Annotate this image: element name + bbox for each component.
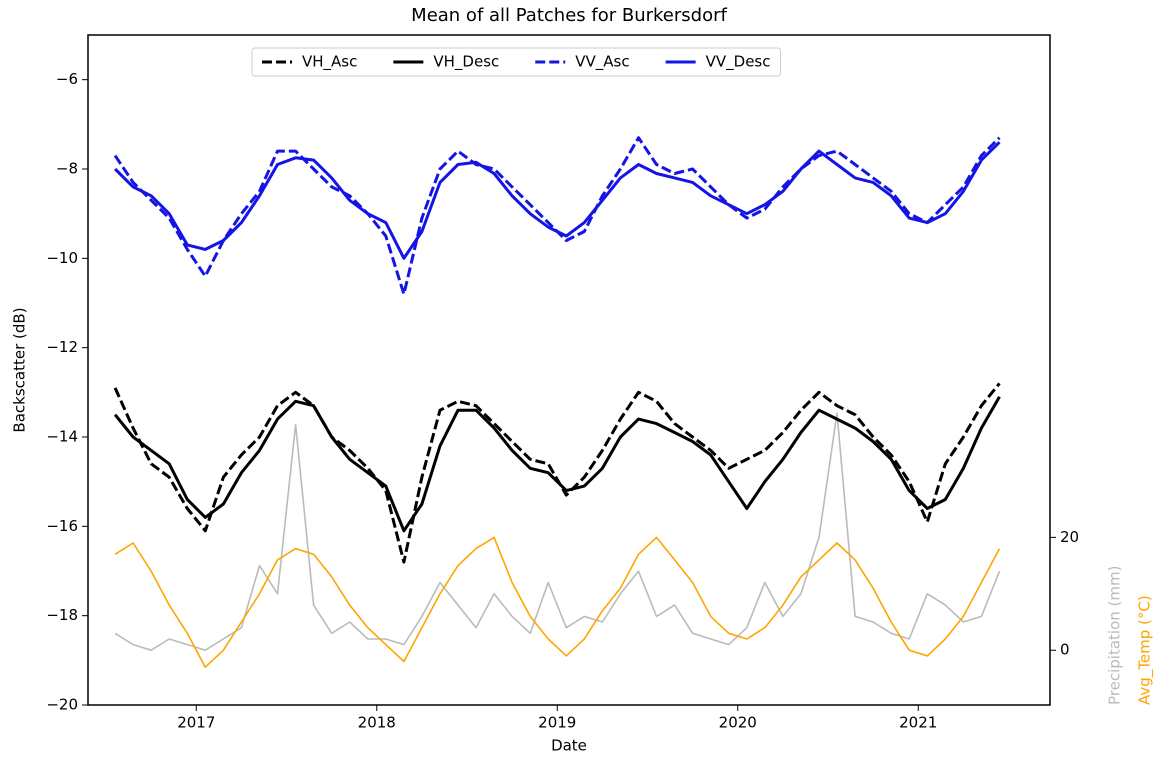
- legend-label: VV_Asc: [575, 53, 629, 72]
- series-line: [113, 136, 1001, 296]
- legend-label: VV_Desc: [706, 53, 771, 72]
- x-tick-label: 2021: [899, 714, 937, 732]
- series-line: [113, 396, 1001, 533]
- x-tick-label: 2017: [177, 714, 215, 732]
- y2-axis-label: Precipitation (mm): [1106, 566, 1124, 705]
- y-tick-label: −14: [46, 428, 78, 446]
- x-tick-label: 2020: [719, 714, 757, 732]
- series-line: [114, 536, 1001, 668]
- x-axis-label: Date: [551, 737, 587, 755]
- x-tick-label: 2019: [538, 714, 576, 732]
- legend-label: VH_Desc: [433, 53, 499, 72]
- y-tick-label: −6: [56, 70, 78, 88]
- legend-box: [251, 47, 781, 77]
- y-axis-label: Backscatter (dB): [11, 307, 29, 432]
- chart-title: Mean of all Patches for Burkersdorf: [411, 5, 727, 26]
- y-tick-label: −12: [46, 338, 78, 356]
- series-line: [114, 412, 1001, 651]
- y-tick-label: −20: [46, 696, 78, 714]
- y-tick-label: −16: [46, 517, 78, 535]
- x-tick-label: 2018: [358, 714, 396, 732]
- y2-axis-label: Avg_Temp (°C): [1136, 595, 1155, 705]
- legend: VH_Asc VH_Desc VV_Asc VV_Desc: [251, 47, 781, 77]
- y-tick-label: −10: [46, 249, 78, 267]
- legend-label: VH_Asc: [302, 53, 357, 72]
- series-line: [114, 141, 1001, 260]
- y2-tick-label: 20: [1060, 528, 1079, 546]
- plot-frame: [87, 34, 1051, 706]
- y-tick-label: −18: [46, 606, 78, 624]
- y-tick-label: −8: [56, 160, 78, 178]
- y2-tick-label: 0: [1060, 641, 1070, 659]
- series-line: [113, 382, 1001, 564]
